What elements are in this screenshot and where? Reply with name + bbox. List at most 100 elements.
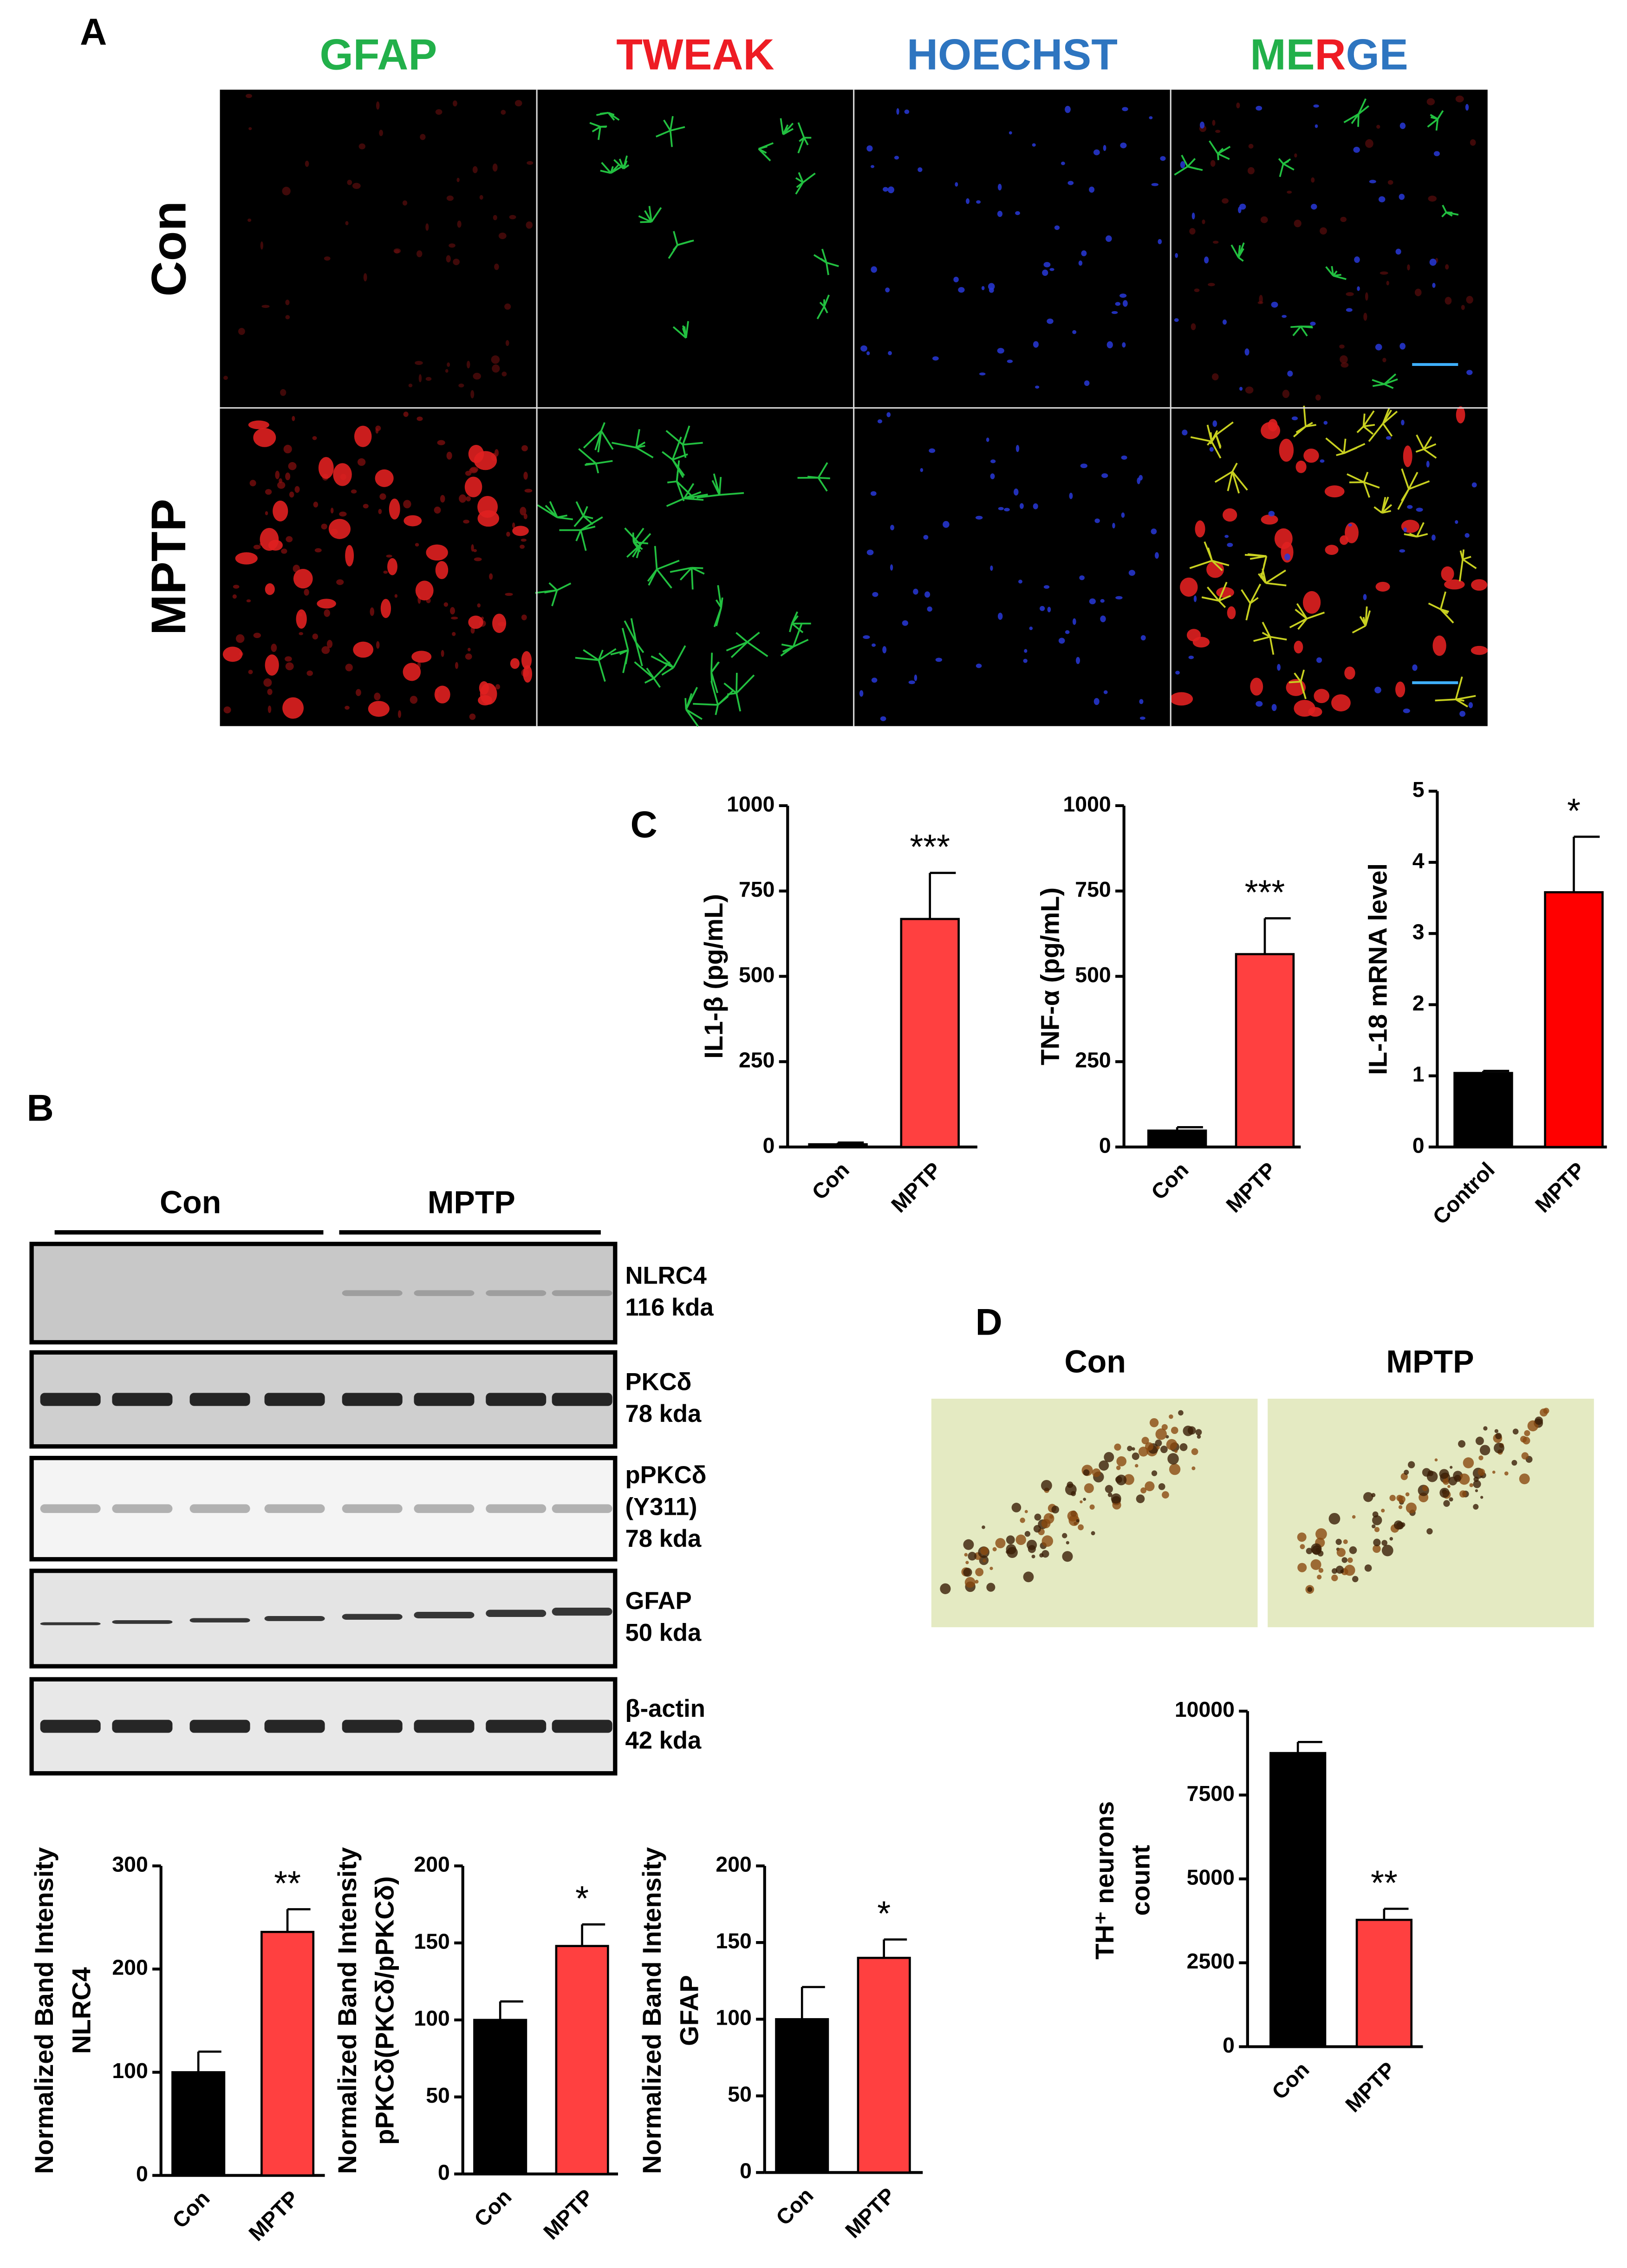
astrocyte [735,632,748,643]
cell-signal [474,557,482,561]
cell-signal [468,615,483,629]
astrocyte [672,453,688,461]
cell-signal [1047,606,1051,613]
astrocyte [1446,211,1453,214]
cell-signal [1315,124,1318,128]
astrocyte [780,118,784,135]
cell-signal [253,428,276,447]
stained-neuron [995,1538,1006,1549]
cell-signal [1239,386,1243,391]
astrocyte [715,599,722,608]
cell-signal [1431,534,1436,541]
cell-signal [1399,123,1406,129]
cell-signal [453,258,460,266]
stained-neuron [1026,1539,1037,1551]
cell-signal [512,526,529,536]
cell-signal [446,196,454,201]
cell-signal [450,607,455,615]
cell-signal [456,177,460,182]
cell-signal [1380,271,1388,275]
cell-signal [296,609,307,629]
astrocyte [803,137,809,146]
cell-signal [918,167,923,172]
astrocyte [747,641,768,657]
y-tick-label: 5000 [1187,1865,1235,1889]
cell-signal [417,250,423,257]
stained-neuron [1084,1483,1094,1493]
cell-signal [1345,522,1359,543]
cell-signal [998,507,1004,510]
cell-signal [437,440,445,445]
cell-signal [1294,153,1297,158]
astrocyte [1230,244,1239,258]
cell-signal [492,364,500,373]
cell-signal [469,468,478,474]
cell-signal [1140,635,1146,641]
cell-signal [1414,288,1422,296]
cell-signal [1106,235,1112,242]
stained-neuron [1107,1492,1113,1497]
stained-neuron [1135,1464,1139,1468]
cell-signal [871,165,875,168]
cell-signal [415,361,423,365]
band [552,1290,612,1296]
stained-neuron [1300,1544,1305,1550]
astrocyte [634,661,655,679]
astrocyte [573,515,584,528]
cell-signal [1120,142,1127,149]
astrocyte [671,459,684,478]
cell-signal [1115,302,1121,306]
cell-signal [1209,447,1214,452]
astrocyte [583,649,599,661]
cell-signal [379,130,384,137]
cell-signal [397,710,401,718]
cell-signal [1256,105,1263,111]
astrocyte [1382,423,1393,437]
astrocyte [1218,595,1231,602]
astrocyte [673,231,678,246]
astrocyte [1211,560,1230,567]
astrocyte [735,693,742,712]
cell-signal [1007,359,1013,363]
stained-neuron [1015,1534,1026,1545]
cell-signal [1295,460,1307,473]
cell-signal [451,616,458,620]
astrocyte [1231,471,1240,494]
cell-signal [318,457,334,479]
cell-signal [1346,292,1354,296]
cell-signal [415,543,419,547]
stained-neuron [1406,1502,1417,1513]
cell-signal [386,554,392,558]
y-tick-label: 100 [716,2005,751,2029]
cell-signal [1122,342,1126,348]
cell-signal [1291,416,1298,421]
cell-signal [1227,606,1236,619]
cell-signal [1374,686,1381,694]
stained-neuron [1396,1494,1403,1501]
cell-signal [1078,260,1083,266]
stained-neuron [1331,1574,1338,1582]
band-label: (Y311) [625,1493,697,1521]
stained-neuron [964,1553,968,1557]
stained-neuron [1458,1473,1470,1485]
cell-signal [1182,430,1188,436]
band-label: 78 kda [625,1525,702,1552]
column-label: GFAP [319,30,437,78]
cell-signal [253,545,261,549]
astrocyte [600,430,614,450]
cell-signal [333,463,352,486]
astrocyte [1455,698,1468,708]
cell-signal [1382,358,1386,363]
cell-signal [1302,591,1321,614]
astrocyte [1265,582,1287,587]
astrocyte [619,649,629,655]
astrocyte [1231,471,1248,491]
cell-signal [1282,390,1290,398]
bar [555,1945,609,2175]
stained-neuron [1519,1473,1530,1485]
stained-neuron [965,1561,969,1564]
cell-signal [265,583,275,595]
stained-neuron [1477,1468,1485,1476]
band [552,1504,612,1513]
astrocyte [1359,616,1367,626]
